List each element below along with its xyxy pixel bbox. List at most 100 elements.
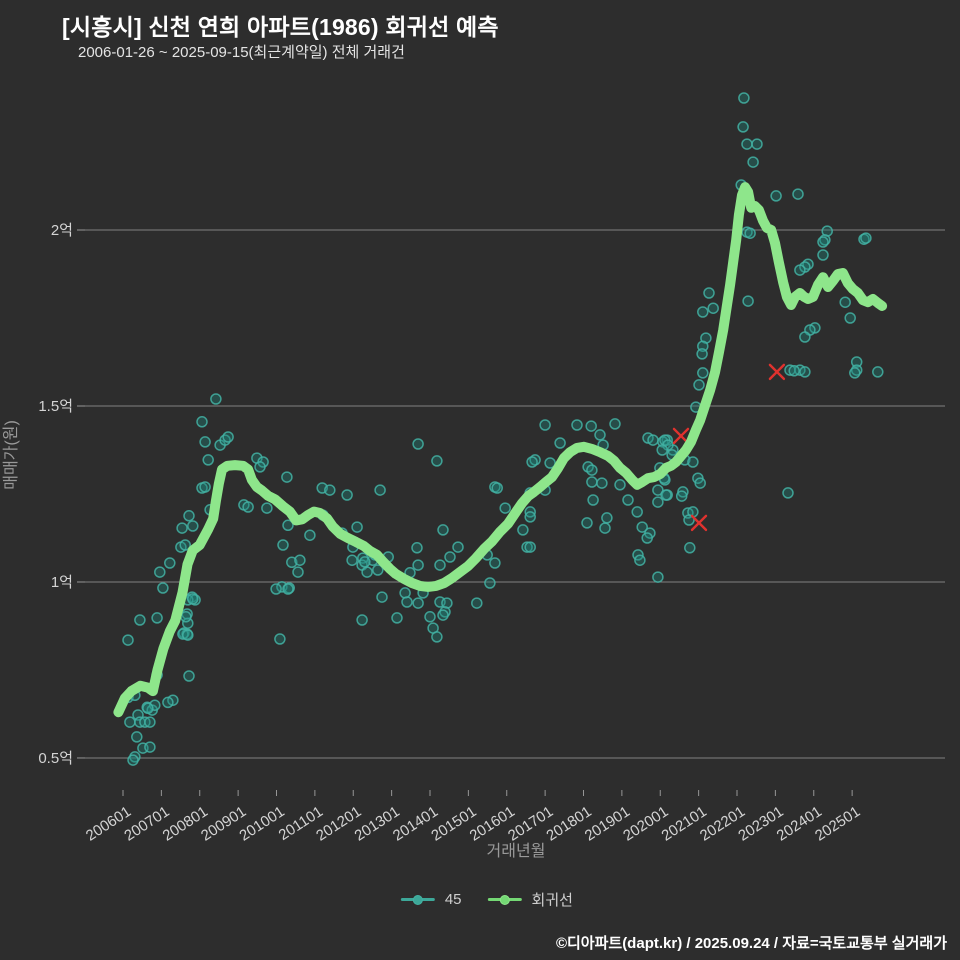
scatter-point (374, 484, 386, 496)
scatter-point (179, 539, 191, 551)
scatter-point (524, 541, 536, 553)
y-tick-label: 1.5억 (38, 398, 73, 415)
scatter-point (792, 188, 804, 200)
scatter-point (636, 521, 648, 533)
x-axis-title: 거래년월 (487, 842, 546, 860)
scatter-point (151, 612, 163, 624)
scatter-point (356, 614, 368, 626)
scatter-point (187, 593, 199, 605)
regression-line (113, 182, 888, 718)
scatter-point (376, 591, 388, 603)
scatter-point (292, 566, 304, 578)
red-x-marker (690, 514, 708, 532)
scatter-point (544, 457, 556, 469)
chart-subtitle: 2006-01-26 ~ 2025-09-15(최근계약일) 전체 거래건 (78, 44, 405, 61)
scatter-point (412, 438, 424, 450)
scatter-point (817, 249, 829, 261)
legend: 45 회귀선 (400, 889, 573, 910)
scatter-point (696, 348, 708, 360)
scatter-point (788, 365, 800, 377)
scatter-point (444, 551, 456, 563)
scatter-point (526, 456, 538, 468)
scatter-point (799, 331, 811, 343)
scatter-point (585, 420, 597, 432)
scatter-point (199, 436, 211, 448)
scatter-point (697, 367, 709, 379)
legend-item-regression-line[interactable]: 회귀선 (487, 889, 573, 910)
scatter-point (452, 541, 464, 553)
scatter-point (751, 138, 763, 150)
scatter-point (850, 356, 863, 368)
scatter-point (614, 479, 626, 491)
scatter-point (274, 633, 286, 645)
scatter-point (647, 434, 659, 446)
scatter-point (581, 517, 593, 529)
scatter-point (424, 611, 436, 623)
legend-item-scatter-45[interactable]: 45 (400, 891, 462, 908)
scatter-point (489, 557, 501, 569)
x-tick-label: 202501 (812, 803, 863, 845)
scatter-point (202, 454, 214, 466)
scatter-point (391, 612, 403, 624)
scatter-point (182, 617, 194, 629)
scatter-point (183, 670, 195, 682)
scatter-point (586, 476, 598, 488)
scatter-point (304, 529, 316, 541)
scatter-point (586, 464, 598, 476)
scatter-point (675, 490, 688, 502)
scatter-point (261, 502, 273, 514)
scatter-point (142, 702, 154, 715)
scatter-point (180, 611, 192, 623)
scatter-point (738, 92, 750, 104)
scatter-point (154, 566, 166, 578)
scatter-point (162, 696, 174, 709)
scatter-point (144, 741, 156, 753)
scatter-point (437, 524, 449, 536)
y-tick-label: 1억 (51, 574, 73, 591)
y-tick-label: 2억 (51, 222, 73, 239)
y-tick-label: 0.5억 (38, 750, 73, 767)
legend-label-45: 45 (444, 891, 462, 908)
scatter-point (697, 306, 709, 318)
scatter-point (351, 521, 363, 533)
scatter-point (631, 506, 643, 518)
scatter-point (799, 366, 811, 378)
scatter-point (817, 236, 829, 248)
scatter-point (242, 501, 254, 513)
scatter-series-legend-marker (400, 894, 435, 905)
scatter-point (860, 232, 872, 244)
scatter-point (441, 597, 453, 609)
scatter-point (596, 477, 608, 489)
scatter-point (599, 522, 611, 534)
x-tick-label: 201001 (236, 803, 287, 845)
scatter-point (437, 609, 449, 621)
scatter-point (199, 481, 211, 493)
red-x-marker (768, 363, 786, 381)
chart-title: [시흥시] 신천 연희 아파트(1986) 회귀선 예측 (62, 14, 499, 40)
scatter-point (656, 444, 668, 456)
scatter-point (281, 471, 293, 483)
scatter-point (254, 461, 266, 473)
scatter-point (182, 629, 194, 641)
scatter-point (703, 287, 715, 299)
scatter-point (131, 731, 143, 743)
legend-label-regression: 회귀선 (531, 892, 573, 909)
scatter-point (122, 634, 134, 646)
scatter-point (707, 302, 719, 314)
scatter-point (524, 511, 536, 523)
scatter-point (747, 156, 759, 168)
scatter-point (521, 541, 533, 553)
scatter-point (839, 296, 851, 308)
scatter-point (412, 559, 424, 571)
scatter-point (683, 514, 695, 526)
scatter-point (346, 554, 358, 566)
scatter-point (684, 542, 696, 554)
line-series-legend-marker (487, 894, 522, 905)
scatter-point (157, 582, 169, 594)
scatter-point (554, 437, 566, 449)
scatter-point (609, 418, 621, 430)
scatter-point (601, 512, 613, 524)
scatter-point (539, 419, 551, 431)
scatter-point (737, 121, 749, 133)
